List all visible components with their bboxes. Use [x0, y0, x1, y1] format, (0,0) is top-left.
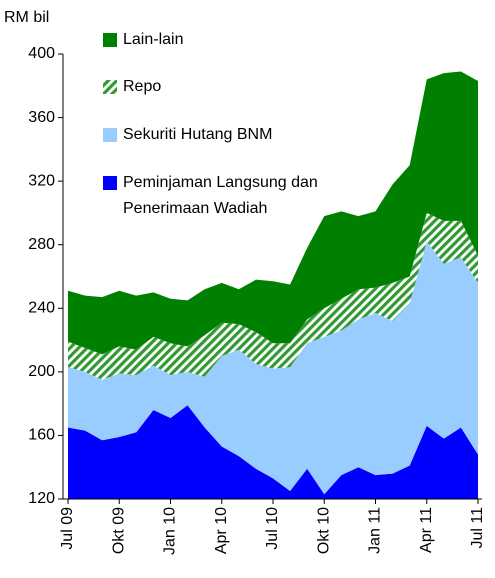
legend-label: Repo — [123, 78, 161, 95]
y-tick-label: 120 — [28, 490, 55, 507]
x-tick-label: Okt 09 — [110, 507, 127, 554]
y-tick-label: 320 — [28, 172, 55, 189]
x-tick-label: Jul 10 — [264, 507, 281, 550]
y-tick-label: 160 — [28, 427, 55, 444]
x-tick-label: Jul 11 — [469, 507, 486, 549]
x-tick-label: Apr 11 — [418, 507, 435, 553]
area — [68, 71, 478, 355]
y-tick-label: 400 — [28, 45, 55, 62]
legend-swatch — [103, 80, 117, 94]
y-tick-label: 360 — [28, 109, 55, 126]
x-tick-label: Apr 10 — [213, 507, 230, 554]
legend-label: Lain-lain — [123, 31, 183, 48]
legend-swatch — [103, 176, 117, 190]
area — [68, 241, 478, 495]
y-tick-label: 280 — [28, 236, 55, 253]
x-tick-label: Okt 10 — [315, 507, 332, 554]
y-axis-title: RM bil — [4, 9, 49, 26]
legend-swatch — [103, 33, 117, 47]
x-tick-label: Jan 11 — [367, 507, 384, 554]
area — [68, 212, 478, 380]
legend-label: Peminjaman Langsung dan Penerimaan Wadiah — [123, 174, 318, 217]
x-tick-label: Jan 10 — [162, 507, 179, 555]
y-tick-label: 240 — [28, 300, 55, 317]
y-tick-label: 200 — [28, 363, 55, 380]
legend-label: Sekuriti Hutang BNM — [123, 126, 272, 143]
x-tick-label: Jul 09 — [59, 507, 76, 550]
legend-swatch — [103, 128, 117, 142]
area — [68, 405, 478, 499]
